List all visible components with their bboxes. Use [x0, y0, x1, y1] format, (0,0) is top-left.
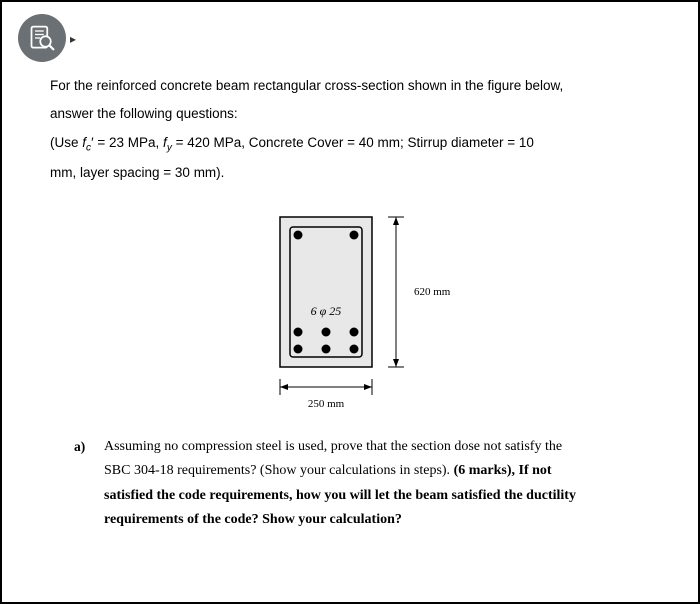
- question-a: a) Assuming no compression steel is used…: [50, 435, 650, 533]
- qa-line3: satisfied the code requirements, how you…: [104, 484, 650, 509]
- intro-paragraph: For the reinforced concrete beam rectang…: [50, 72, 650, 187]
- svg-text:620 mm: 620 mm: [414, 286, 451, 298]
- params-line1: (Use fc′ = 23 MPa, fy = 420 MPa, Concret…: [50, 129, 650, 159]
- qa-line2: SBC 304-18 requirements? (Show your calc…: [104, 459, 650, 484]
- beam-figure: 6 φ 25 620 mm 250 mm: [50, 207, 650, 427]
- chevron-right-icon: ▸: [70, 32, 76, 46]
- qa-line1: Assuming no compression steel is used, p…: [104, 435, 650, 460]
- qa-line4: requirements of the code? Show your calc…: [104, 508, 650, 533]
- intro-line2: answer the following questions:: [50, 100, 650, 128]
- question-a-label: a): [74, 435, 85, 459]
- svg-text:250 mm: 250 mm: [308, 398, 345, 410]
- document-search-icon: [18, 14, 66, 62]
- params-line2: mm, layer spacing = 30 mm).: [50, 159, 650, 187]
- problem-content: For the reinforced concrete beam rectang…: [14, 14, 686, 533]
- intro-line1: For the reinforced concrete beam rectang…: [50, 72, 650, 100]
- svg-text:6 φ 25: 6 φ 25: [311, 304, 342, 318]
